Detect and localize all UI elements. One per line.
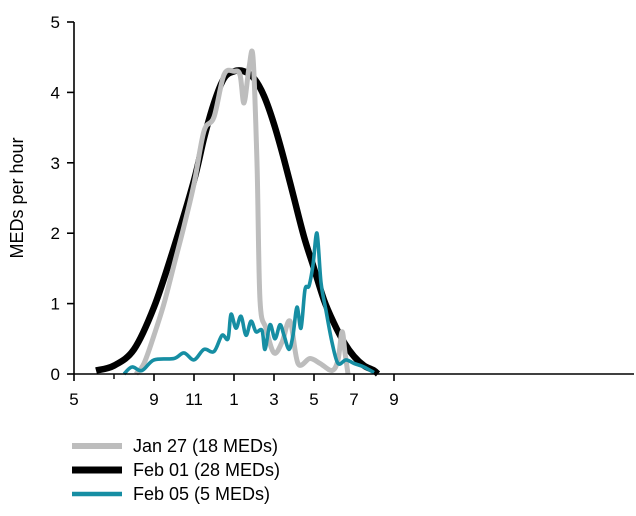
legend-label-2: Feb 01 (28 MEDs) xyxy=(133,460,280,480)
y-tick-label: 2 xyxy=(51,224,60,243)
y-tick-label: 4 xyxy=(51,83,60,102)
x-tick-label: 5 xyxy=(309,390,318,409)
x-tick-label: 1 xyxy=(229,390,238,409)
y-tick-label: 0 xyxy=(51,365,60,384)
x-tick-label: 11 xyxy=(185,390,203,409)
y-tick-label: 3 xyxy=(51,154,60,173)
plot-area xyxy=(95,48,381,377)
legend: Jan 27 (18 MEDs) Feb 01 (28 MEDs) Feb 05 (… xyxy=(72,436,280,504)
legend-label-3: Feb 05 (5 MEDs) xyxy=(133,484,270,504)
x-tick-label: 5 xyxy=(69,390,78,409)
legend-label-1: Jan 27 (18 MEDs) xyxy=(133,436,278,456)
y-axis-title: MEDs per hour xyxy=(7,137,27,258)
y-tick-label: 1 xyxy=(51,295,60,314)
y-tick-label: 5 xyxy=(51,13,60,32)
x-tick-label: 3 xyxy=(269,390,278,409)
series-line-3 xyxy=(122,231,375,376)
series-line-1 xyxy=(133,48,351,376)
x-tick-label: 9 xyxy=(149,390,158,409)
x-tick-label: 9 xyxy=(389,390,398,409)
x-tick-label: 7 xyxy=(349,390,358,409)
